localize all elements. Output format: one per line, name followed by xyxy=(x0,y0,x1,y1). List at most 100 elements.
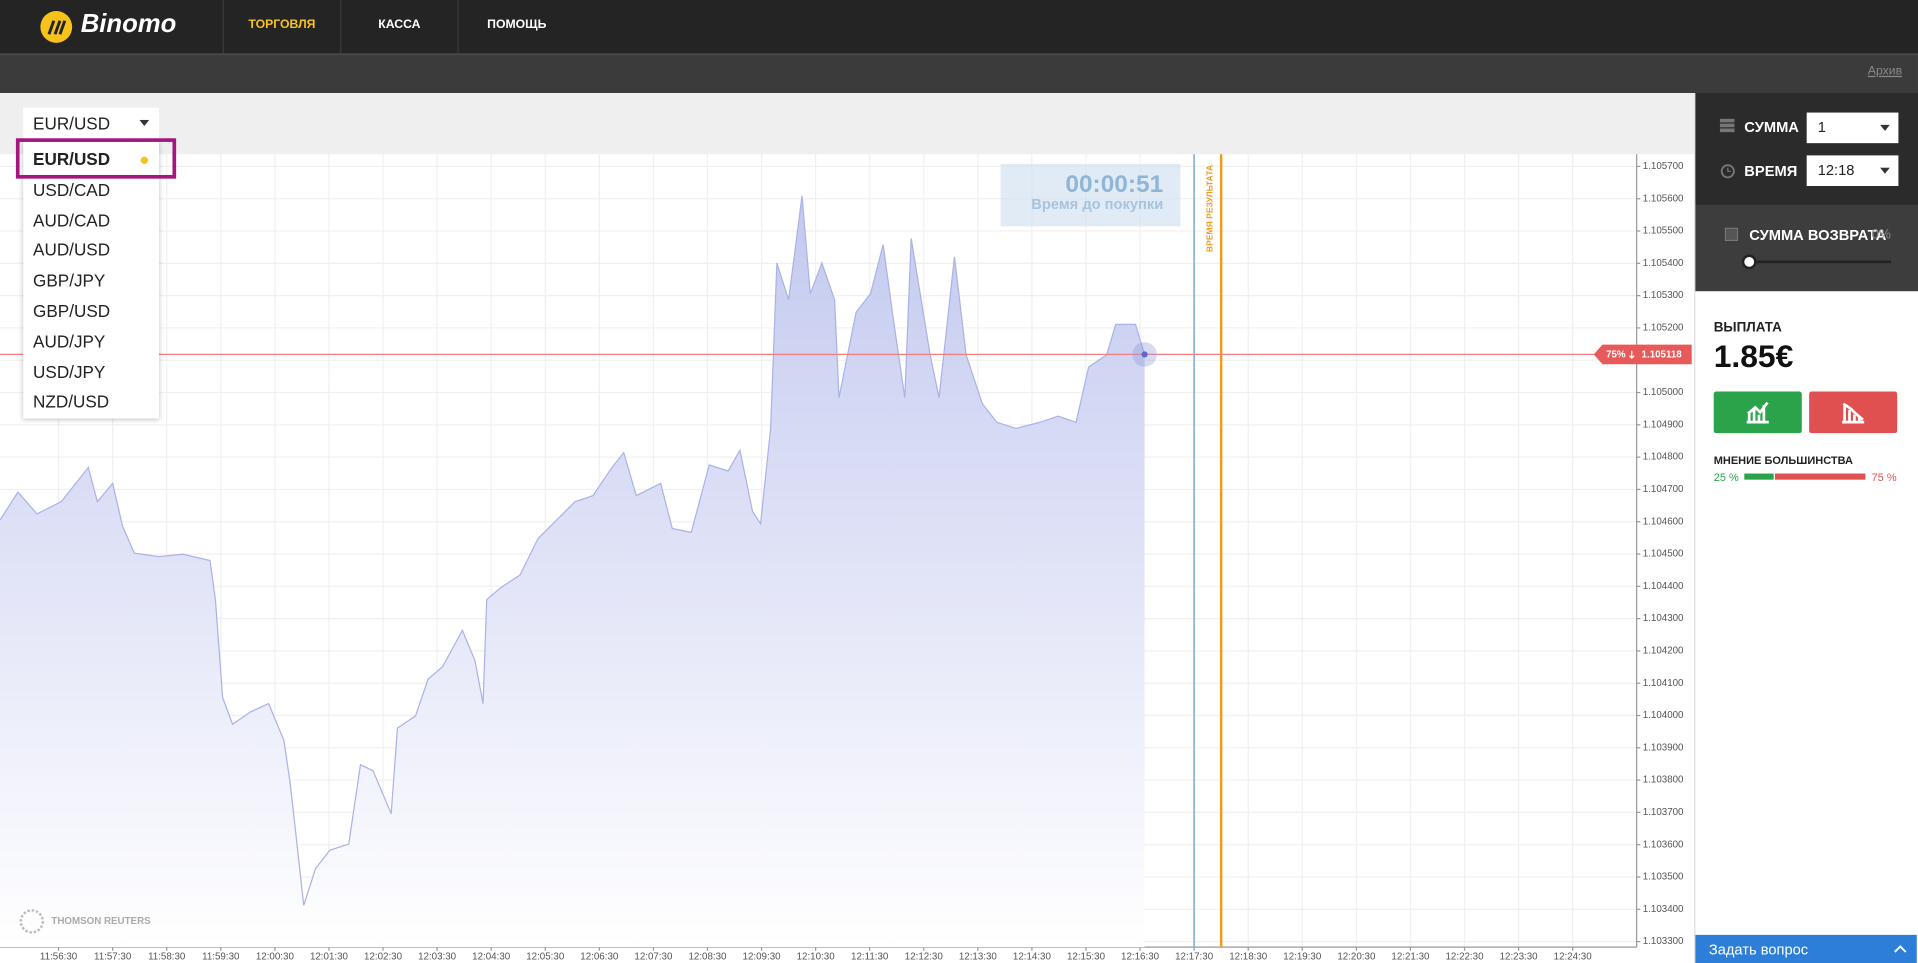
x-tick-label: 12:19:30 xyxy=(1283,951,1322,962)
caret xyxy=(139,119,150,127)
nav-item[interactable]: ТОРГОВЛЯ xyxy=(222,0,340,54)
majority-up-label: 25 % xyxy=(1713,471,1739,484)
x-tick-label: 12:13:30 xyxy=(959,951,998,962)
current-price: 1.105118 xyxy=(1642,350,1683,361)
time-icon xyxy=(1720,164,1735,179)
y-tick-label: 1.104600 xyxy=(1643,516,1684,527)
purchase-timer: 00:00:51 Время до покупки xyxy=(1000,163,1181,227)
archive-link[interactable]: Архив xyxy=(1867,64,1903,79)
majority-segment xyxy=(1744,473,1774,480)
nav-item[interactable]: ПОМОЩЬ xyxy=(457,0,574,54)
top-nav: Binomo ТОРГОВЛЯ КАССА ПОМОЩЬ xyxy=(0,0,1918,54)
timer-value: 00:00:51 xyxy=(1065,171,1164,199)
y-tick-label: 1.103800 xyxy=(1643,775,1684,786)
x-tick-label: 12:14:30 xyxy=(1013,951,1052,962)
source-label: THOMSON REUTERS xyxy=(51,916,151,927)
y-tick-label: 1.103600 xyxy=(1643,839,1684,850)
payout-label: ВЫПЛАТА xyxy=(1713,320,1782,336)
x-tick-label: 11:58:30 xyxy=(148,951,186,962)
asset-option[interactable]: USD/CAD xyxy=(33,179,111,200)
x-tick-label: 12:02:30 xyxy=(364,951,403,962)
x-tick-label: 12:24:30 xyxy=(1554,951,1593,962)
x-tick-label: 12:04:30 xyxy=(472,951,511,962)
y-tick-label: 1.103700 xyxy=(1643,807,1684,818)
source-logo xyxy=(19,909,45,934)
y-tick-label: 1.105500 xyxy=(1643,226,1684,237)
buy-down-button[interactable] xyxy=(1809,391,1898,434)
x-tick-label: 12:18:30 xyxy=(1229,951,1268,962)
y-tick-label: 1.104800 xyxy=(1643,452,1684,463)
help-caret xyxy=(1894,945,1907,953)
asset-selected: EUR/USD xyxy=(33,113,111,134)
buy-up-button[interactable] xyxy=(1713,391,1802,434)
current-percent: 75% xyxy=(1606,350,1626,361)
time-select[interactable]: 12:18 xyxy=(1806,155,1899,186)
x-tick-label: 12:17:30 xyxy=(1175,951,1214,962)
amount-label: СУММА xyxy=(1744,118,1799,136)
asset-option[interactable]: EUR/USD xyxy=(33,149,111,169)
x-tick-label: 12:07:30 xyxy=(634,951,673,962)
down-arrow xyxy=(1628,350,1635,359)
help-bar[interactable]: Задать вопрос xyxy=(1695,934,1917,963)
asset-option[interactable]: NZD/USD xyxy=(33,392,110,412)
caret xyxy=(1880,167,1890,174)
logo-text: Binomo xyxy=(80,9,177,38)
refund-slider[interactable] xyxy=(1741,254,1896,270)
y-tick-label: 1.105300 xyxy=(1643,290,1684,301)
asset-option[interactable]: GBP/JPY xyxy=(33,270,106,291)
current-price-tag xyxy=(1593,344,1692,365)
x-tick-label: 12:03:30 xyxy=(418,951,457,962)
timer-label: Время до покупки xyxy=(1031,195,1164,213)
x-tick-label: 12:11:30 xyxy=(851,951,889,962)
price-line xyxy=(0,195,1146,906)
current-point xyxy=(1141,351,1148,358)
y-tick-label: 1.104200 xyxy=(1643,645,1684,656)
refund-value: 0% xyxy=(1871,227,1891,243)
refund-section: СУММА ВОЗВРАТА 0% xyxy=(1695,205,1918,292)
asset-option[interactable]: USD/JPY xyxy=(33,361,106,382)
chart-header xyxy=(0,92,1695,155)
price-chart: 1.105700 1.105600 1.105500 1.105400 1.105300… xyxy=(0,154,1692,962)
x-tick-label: 12:05:30 xyxy=(526,951,565,962)
y-tick-label: 1.105000 xyxy=(1643,387,1684,398)
amount-select[interactable]: 1 xyxy=(1806,112,1899,144)
y-tick-label: 1.103500 xyxy=(1643,872,1684,883)
y-tick-label: 1.105200 xyxy=(1643,323,1684,334)
x-tick-label: 12:21:30 xyxy=(1391,951,1430,962)
asset-option[interactable]: GBP/USD xyxy=(33,301,111,321)
amount-icon xyxy=(1719,118,1735,133)
asset-select[interactable]: EUR/USD xyxy=(23,107,160,140)
y-tick-label: 1.103300 xyxy=(1643,936,1684,947)
y-tick-label: 1.104700 xyxy=(1643,484,1684,495)
refund-label: СУММА ВОЗВРАТА xyxy=(1749,226,1887,244)
area-fill xyxy=(0,195,1145,948)
x-tick-label: 12:20:30 xyxy=(1337,951,1376,962)
asset-list: EUR/USD USD/CAD AUD/CAD AUD/USD GBP/JPY GBP/U… xyxy=(23,141,160,419)
result-time-label: ВРЕМЯ РЕЗУЛЬТАТА xyxy=(1204,165,1214,252)
refund-checkbox[interactable] xyxy=(1724,227,1739,242)
nav-item[interactable]: КАССА xyxy=(340,0,457,54)
y-tick-label: 1.103400 xyxy=(1643,904,1684,915)
asset-option[interactable]: AUD/CAD xyxy=(33,209,111,230)
x-tick-label: 11:57:30 xyxy=(94,951,132,962)
y-tick-label: 1.105600 xyxy=(1643,193,1684,204)
asset-option[interactable]: AUD/USD xyxy=(33,240,111,260)
y-tick-label: 1.104000 xyxy=(1643,710,1684,721)
up-icon xyxy=(1746,401,1769,424)
y-tick-label: 1.104900 xyxy=(1643,419,1684,430)
x-tick-label: 12:06:30 xyxy=(580,951,619,962)
payout-value: 1.85€ xyxy=(1713,337,1794,375)
asset-option[interactable]: AUD/JPY xyxy=(33,331,106,351)
x-tick-label: 12:09:30 xyxy=(743,951,782,962)
trade-settings: СУММА 1 ВРЕМЯ 12:18 xyxy=(1695,92,1918,206)
x-tick-label: 12:01:30 xyxy=(310,951,349,962)
x-tick-label: 12:15:30 xyxy=(1067,951,1106,962)
active-dot xyxy=(140,156,149,164)
majority-segment xyxy=(1774,473,1866,480)
x-tick-label: 12:23:30 xyxy=(1500,951,1539,962)
y-tick-label: 1.104100 xyxy=(1643,678,1684,689)
y-tick-label: 1.104500 xyxy=(1643,549,1684,560)
time-label: ВРЕМЯ xyxy=(1744,162,1798,180)
y-tick-label: 1.105700 xyxy=(1643,161,1684,172)
